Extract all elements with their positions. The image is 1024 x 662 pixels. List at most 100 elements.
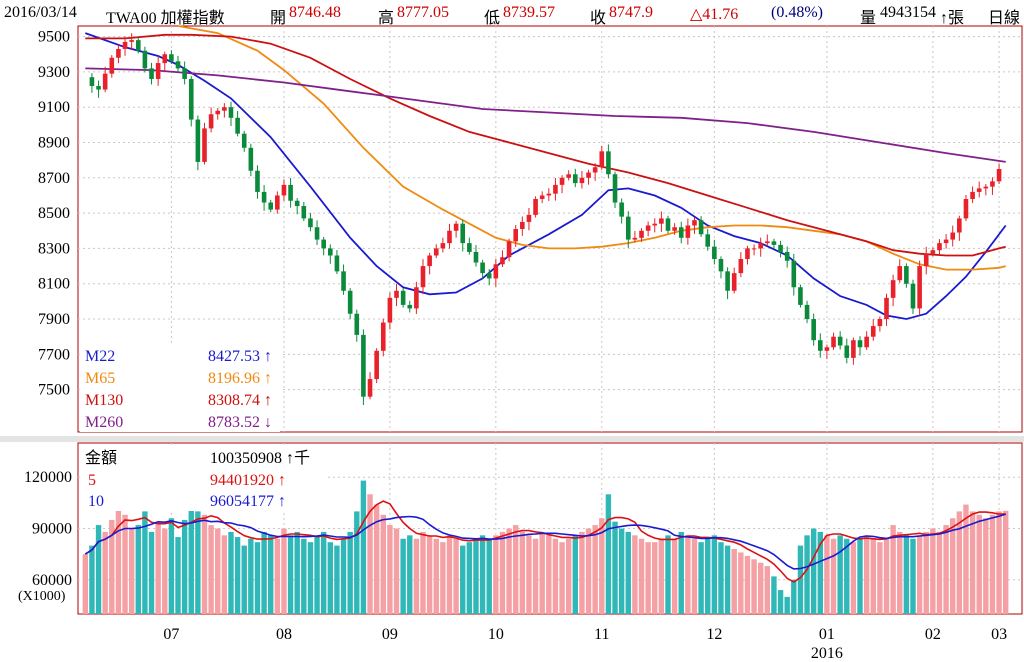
candle-body	[771, 241, 777, 245]
volume-bar	[559, 542, 565, 614]
candle-body	[367, 379, 373, 397]
volume-bar	[181, 519, 188, 614]
volume-label: 量	[860, 10, 877, 27]
volume-bar	[506, 528, 512, 614]
volume-bar	[446, 535, 453, 614]
volume-legend-ma-value: 96054177 ↑	[210, 493, 286, 510]
volume-bar	[420, 531, 426, 614]
candle-body	[321, 239, 326, 249]
candle-body	[811, 319, 816, 341]
volume-bar	[268, 535, 274, 614]
candle-body	[745, 248, 750, 260]
candle-body	[725, 271, 730, 291]
volume-bar	[585, 528, 592, 614]
candle-body	[572, 174, 578, 184]
price-tick-label: 9100	[38, 99, 70, 116]
candle-body	[467, 243, 472, 252]
volume-value: 4943154	[880, 4, 936, 21]
price-grid	[78, 26, 1022, 432]
volume-bar	[943, 525, 949, 614]
candle-body	[870, 326, 876, 337]
volume-bar	[175, 537, 181, 614]
low-label: 低	[484, 10, 501, 27]
candle-body	[493, 264, 499, 279]
candle-body	[791, 260, 797, 288]
candle-body	[433, 248, 439, 256]
candle-body	[553, 184, 558, 194]
candle-body	[513, 229, 519, 242]
volume-bar	[638, 538, 645, 614]
low-value: 8739.57	[503, 4, 555, 21]
candle-body	[480, 262, 485, 274]
candle-body	[261, 191, 267, 203]
volume-bar	[241, 545, 247, 614]
volume-bar	[824, 535, 830, 614]
volume-bar	[539, 531, 545, 614]
volume-bar	[923, 531, 929, 614]
volume-legend-ma-name: 10	[88, 493, 104, 510]
candle-body	[897, 266, 903, 281]
volume-bar	[208, 525, 214, 614]
volume-tick-label: 120000	[24, 469, 72, 486]
panel-divider[interactable]	[0, 436, 1024, 442]
legend-value-m260: 8783.52 ↓	[208, 414, 272, 431]
candle-body	[864, 336, 869, 348]
candle-body	[447, 230, 452, 244]
volume-bar	[771, 576, 777, 614]
volume-bar	[552, 538, 559, 614]
legend-name-m260: M260	[85, 414, 123, 431]
candle-body	[473, 251, 479, 263]
volume-bar	[466, 542, 473, 614]
volume-bar	[565, 538, 572, 614]
candle-body	[890, 280, 896, 298]
candle-body	[328, 248, 333, 256]
volume-bar	[433, 538, 439, 614]
candle-body	[380, 322, 386, 351]
volume-bar	[407, 535, 413, 614]
period-button[interactable]: 日線	[988, 10, 1021, 27]
candle-body	[831, 336, 836, 348]
volume-bar	[440, 542, 446, 614]
volume-bar	[360, 480, 367, 614]
volume-bar	[393, 528, 400, 614]
price-tick-label: 8300	[38, 240, 70, 257]
candle-body	[175, 61, 181, 69]
price-axis-labels: 9500 9300 9100 8900 8700 8500 8300 8100 7900 7700…	[38, 29, 70, 399]
price-tick-label: 8500	[38, 205, 70, 222]
candle-body	[440, 243, 446, 249]
candle-body	[970, 191, 975, 199]
volume-bar	[340, 538, 347, 614]
volume-bar	[188, 507, 194, 614]
candle-body	[122, 41, 128, 49]
ma-line-m22	[84, 32, 1007, 320]
volume-bar	[963, 504, 969, 614]
volume-bar	[989, 514, 996, 614]
candle-body	[526, 214, 532, 222]
candle-body	[904, 266, 909, 284]
volume-bars	[82, 480, 1009, 614]
volume-bar	[751, 559, 757, 614]
candle-body	[665, 218, 671, 231]
volume-bar	[327, 542, 334, 614]
month-tick-label: 12	[706, 626, 722, 643]
candle-body	[910, 283, 916, 309]
volume-bar	[281, 528, 287, 614]
candle-body	[460, 223, 466, 244]
volume-bar	[347, 531, 353, 614]
volume-bar	[168, 518, 175, 614]
candle-body	[520, 221, 525, 229]
volume-bar	[148, 531, 155, 614]
volume-bar	[618, 528, 625, 614]
open-value: 8746.48	[289, 4, 341, 21]
volume-bar	[671, 538, 678, 614]
volume-bar	[82, 554, 89, 614]
legend-value-m130: 8308.74 ↑	[208, 392, 272, 409]
volume-bar	[102, 531, 108, 614]
volume-bar	[486, 538, 492, 614]
volume-bar	[400, 538, 406, 614]
volume-bar	[744, 555, 751, 614]
volume-bar	[910, 538, 916, 614]
volume-bar	[221, 535, 228, 614]
ma-line-m260	[85, 67, 1006, 163]
candle-body	[996, 168, 1002, 182]
